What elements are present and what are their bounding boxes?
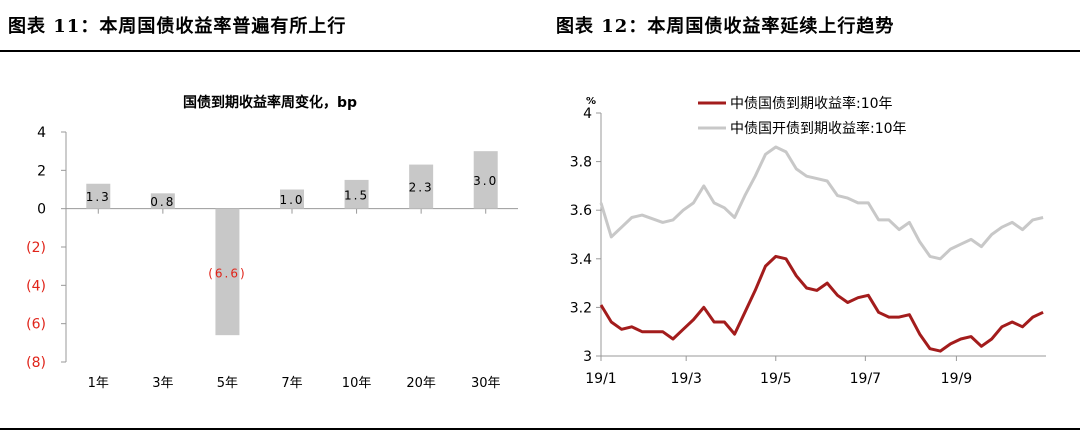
bottom-rule — [0, 428, 1080, 430]
bar-value-label: (6.6) — [208, 267, 246, 281]
line-y-tick-label: 4 — [583, 106, 592, 122]
bar — [280, 189, 304, 209]
bar — [86, 183, 111, 209]
bar-y-tick-label: (4) — [26, 278, 46, 294]
bar-chart-title: 国债到期收益率周变化，bp — [183, 94, 357, 111]
bar-category-label: 30年 — [471, 376, 501, 391]
bar-value-label: 1.5 — [344, 188, 369, 202]
bar-y-tick-label: (8) — [26, 355, 46, 371]
line-x-tick-label: 19/7 — [850, 371, 881, 387]
figure-12-title: 图表 12：本周国债收益率延续上行趋势 — [556, 16, 895, 37]
bar-value-label: 3.0 — [473, 174, 498, 188]
line-x-tick-label: 19/9 — [941, 371, 972, 387]
bar-chart-labels: 国债到期收益率周变化，bp 4 2 0 (2) (4) (6) (8) 1.3 1年 0.8 3年 (6… — [26, 94, 500, 391]
line-chart-legend: 3 3.2 3.4 3.6 3.8 4% 19/1 19/3 19/5 19/7 19/9 中债国债到… — [570, 95, 972, 387]
bar-chart-weekly-change: 国债到期收益率周变化，bp 4 2 0 (2) (4) (6) (8) 1.3 1年 0.8 3年 (6… — [26, 94, 518, 391]
bar-value-label: 1.3 — [86, 190, 111, 204]
top-rule — [0, 50, 1080, 52]
line-y-tick-label: 3 — [583, 349, 592, 365]
bar-value-label: 0.8 — [150, 195, 175, 209]
bar — [473, 151, 498, 209]
bar-y-tick-label: 0 — [37, 202, 46, 218]
line-x-tick-label: 19/3 — [670, 371, 701, 387]
bar-category-label: 10年 — [342, 376, 372, 391]
series-10y-cgb-line — [599, 254, 1044, 353]
bar-category-label: 7年 — [281, 376, 302, 391]
line-x-tick-label: 19/5 — [760, 371, 791, 387]
bar-value-label: 1.0 — [279, 193, 304, 207]
bar — [215, 208, 240, 336]
line-chart-axes — [596, 112, 1046, 361]
line-y-tick-label: 3.2 — [570, 300, 592, 316]
line-x-tick-label: 19/1 — [585, 371, 616, 387]
line-y-tick-label: 3.6 — [570, 203, 592, 219]
series-10y-cdb-line — [599, 145, 1044, 261]
bar-y-tick-label: 2 — [37, 163, 46, 179]
bar-y-tick-label: (6) — [26, 317, 46, 333]
legend-label: 中债国债到期收益率:10年 — [730, 95, 893, 112]
bar-category-label: 5年 — [217, 376, 238, 391]
bar-category-label: 3年 — [152, 376, 173, 391]
bar — [150, 193, 175, 209]
bar-category-label: 1年 — [88, 376, 109, 391]
bar-y-tick-label: 4 — [37, 125, 46, 141]
line-chart-series — [599, 145, 1044, 353]
bar-y-tick-label: (2) — [26, 240, 46, 256]
figure-11-title: 图表 11：本周国债收益率普遍有所上行 — [8, 16, 347, 37]
bar — [409, 164, 434, 209]
bar-chart-bars — [86, 151, 498, 336]
bar-value-label: 2.3 — [409, 181, 434, 195]
line-y-tick-label: 3.8 — [570, 155, 592, 171]
bar-category-label: 20年 — [406, 376, 436, 391]
line-y-tick-label: 3.4 — [570, 252, 592, 268]
legend-label: 中债国开债到期收益率:10年 — [730, 120, 907, 137]
line-y-unit: % — [586, 96, 596, 107]
bar — [344, 179, 369, 209]
